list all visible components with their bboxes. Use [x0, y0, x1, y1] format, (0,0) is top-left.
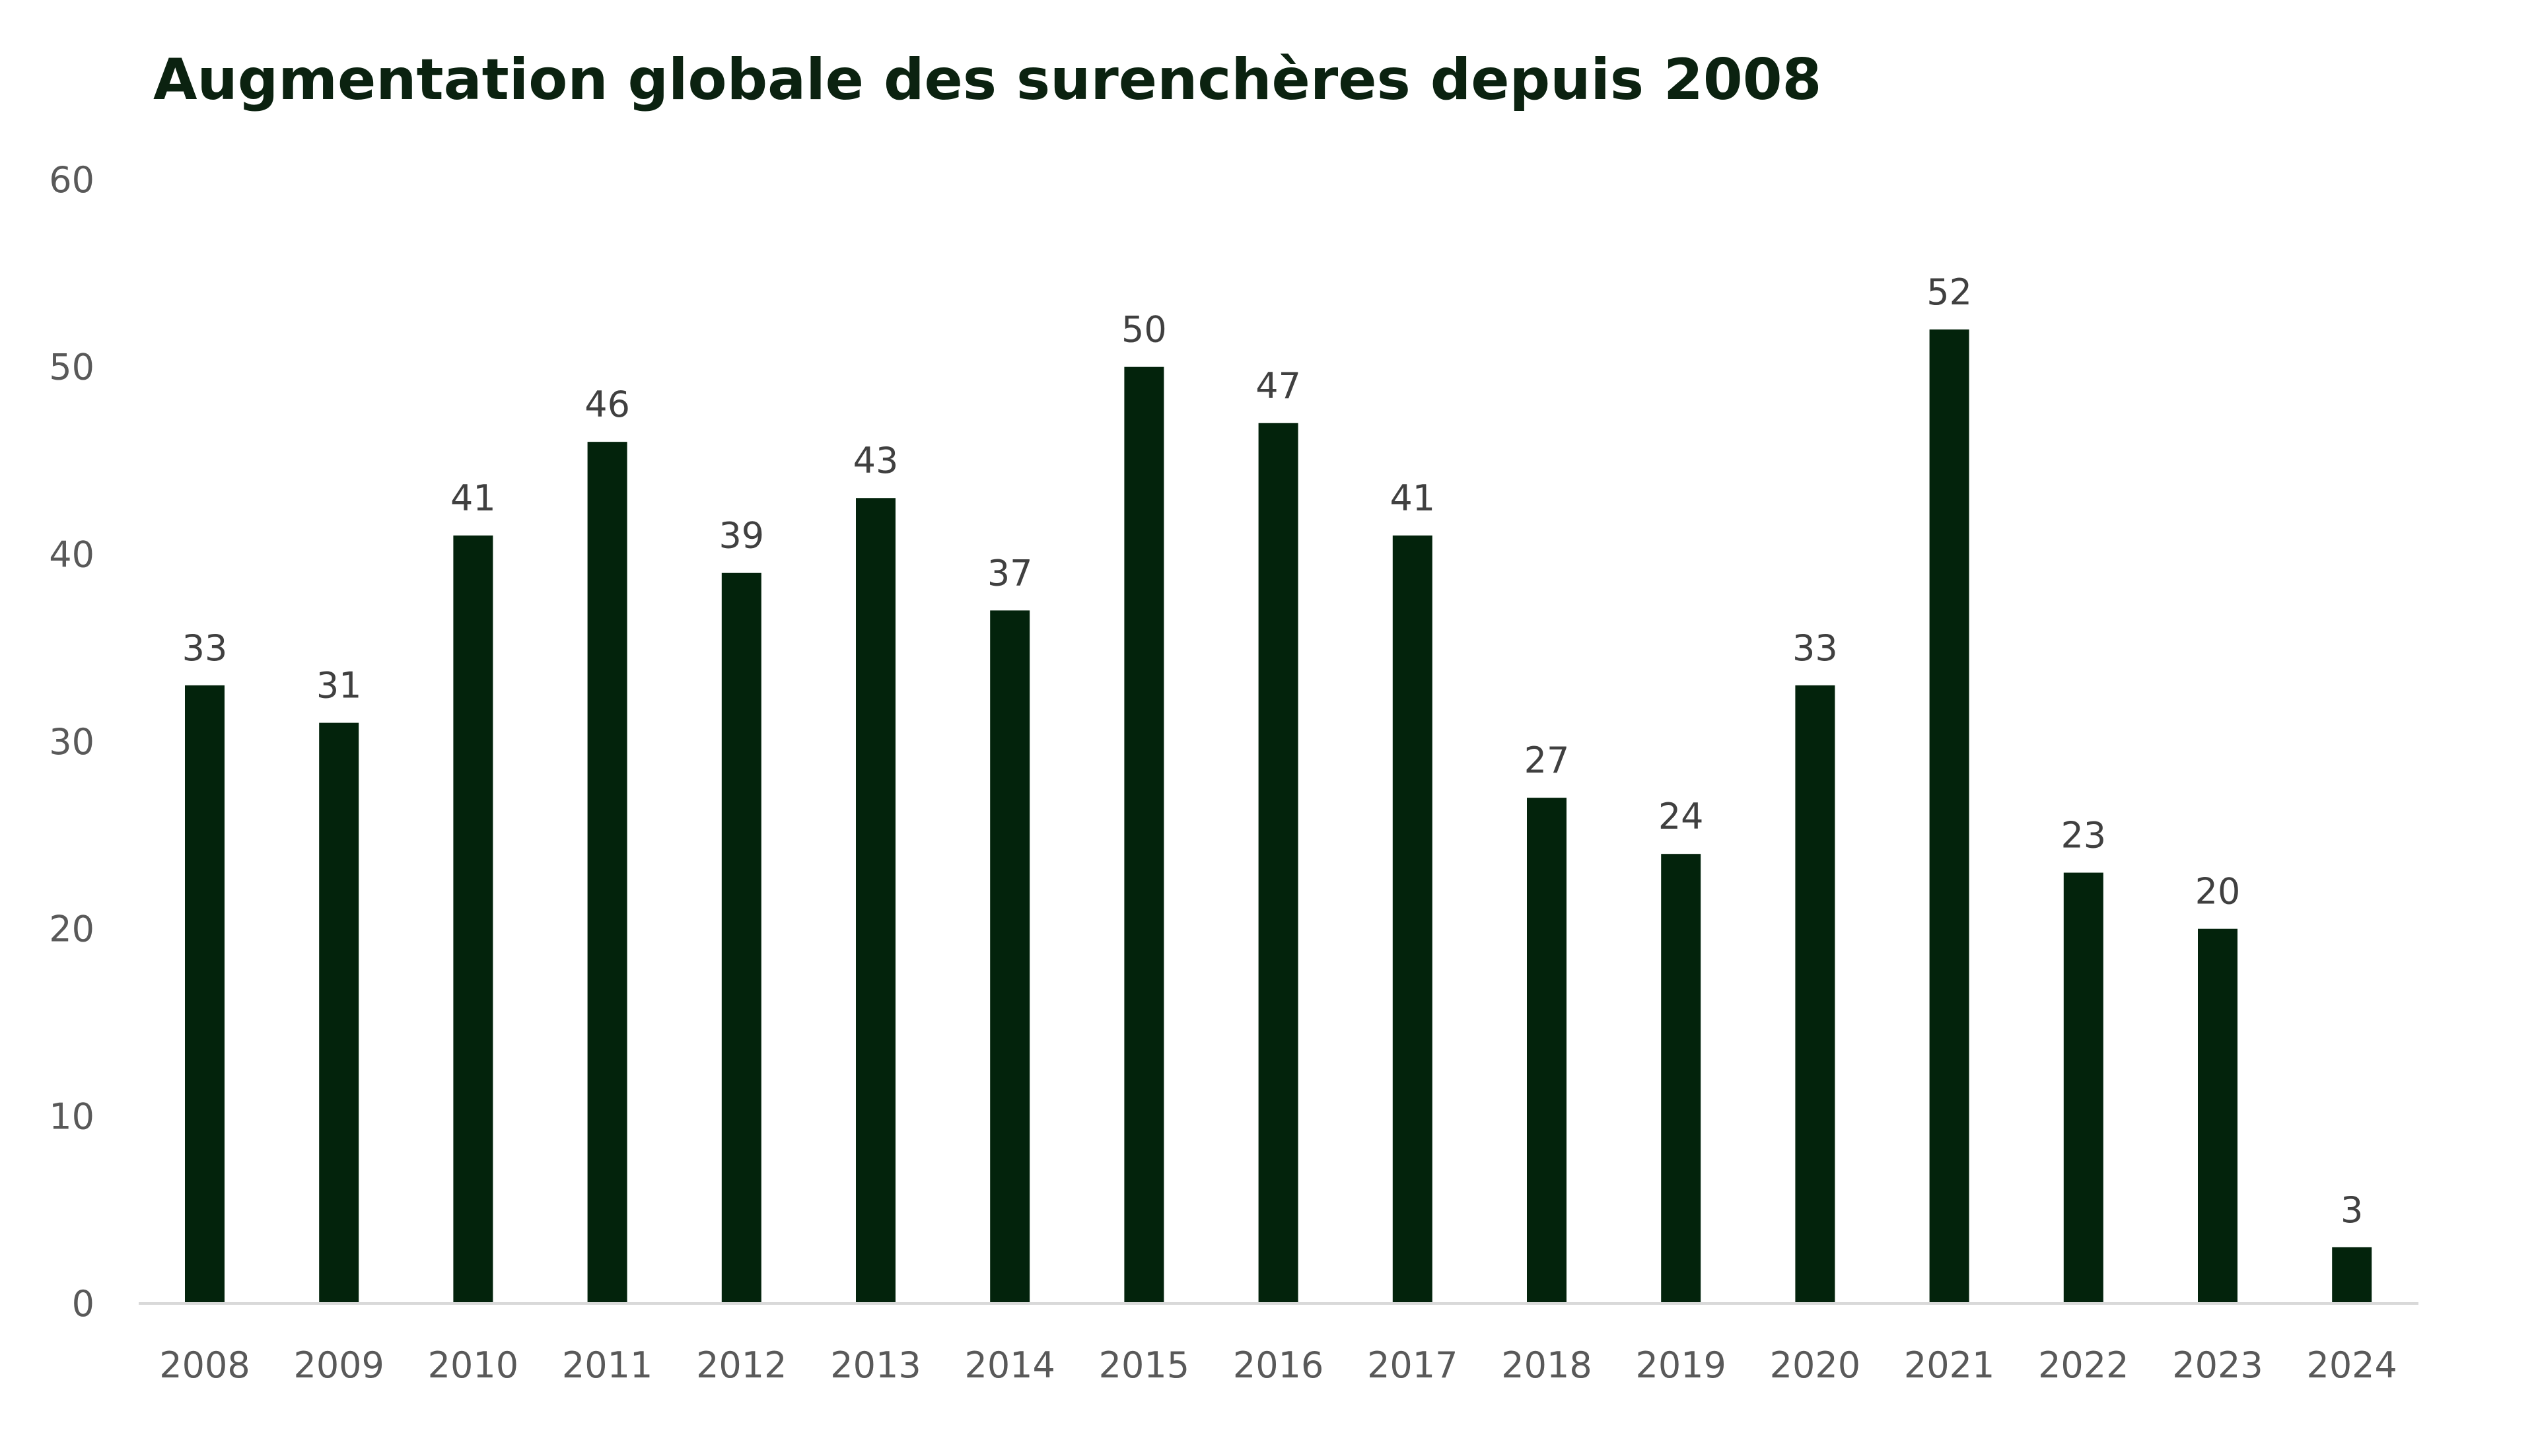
bars: 33 31 41 46 39 43 37 50 47 41 27 24 33 52 23 20 3	[182, 271, 2372, 1304]
data-label: 41	[450, 477, 496, 519]
y-tick-label: 30	[49, 721, 94, 763]
data-label: 31	[316, 665, 362, 707]
x-tick-label: 2020	[1770, 1344, 1860, 1386]
bar-2011	[587, 442, 627, 1304]
bar-2019	[1661, 854, 1701, 1303]
bar-2024	[2332, 1247, 2372, 1303]
chart-title: Augmentation globale des surenchères dep…	[153, 47, 1821, 113]
y-tick-label: 10	[49, 1095, 94, 1137]
y-tick-label: 40	[49, 534, 94, 575]
x-tick-label: 2011	[562, 1344, 652, 1386]
data-label: 24	[1658, 796, 1704, 837]
x-tick-label: 2009	[293, 1344, 384, 1386]
y-tick-label: 0	[72, 1283, 94, 1325]
bar-2012	[721, 572, 761, 1304]
x-tick-label: 2022	[2038, 1344, 2129, 1386]
x-tick-label: 2024	[2306, 1344, 2397, 1386]
x-tick-label: 2014	[964, 1344, 1055, 1386]
bar-2018	[1527, 798, 1567, 1303]
bar-2023	[2198, 928, 2237, 1303]
bar-2015	[1124, 366, 1164, 1303]
data-label: 47	[1255, 365, 1301, 407]
x-tick-label: 2013	[830, 1344, 921, 1386]
y-tick-label: 20	[49, 909, 94, 950]
bar-2010	[453, 535, 493, 1303]
x-axis: 2008 2009 2010 2011 2012 2013 2014 2015 2016 2017…	[159, 1344, 2397, 1386]
data-label: 3	[2341, 1189, 2363, 1231]
data-label: 37	[987, 552, 1033, 594]
y-tick-label: 50	[49, 347, 94, 388]
x-tick-label: 2018	[1501, 1344, 1592, 1386]
x-tick-label: 2023	[2172, 1344, 2263, 1386]
data-label: 27	[1524, 740, 1570, 781]
x-tick-label: 2021	[1904, 1344, 1994, 1386]
x-tick-label: 2010	[428, 1344, 518, 1386]
bar-2013	[856, 498, 896, 1303]
bar-2020	[1795, 685, 1835, 1303]
x-tick-label: 2016	[1233, 1344, 1323, 1386]
x-tick-label: 2008	[159, 1344, 250, 1386]
data-label: 20	[2195, 871, 2241, 913]
x-tick-label: 2017	[1367, 1344, 1458, 1386]
bar-2016	[1258, 423, 1298, 1304]
x-tick-label: 2015	[1099, 1344, 1189, 1386]
data-label: 52	[1926, 271, 1972, 313]
y-tick-label: 60	[49, 159, 94, 201]
bar-2022	[2063, 872, 2103, 1303]
y-axis: 0 10 20 30 40 50 60	[49, 159, 94, 1325]
data-label: 33	[182, 627, 228, 669]
data-label: 50	[1121, 309, 1167, 351]
data-label: 33	[1792, 627, 1838, 669]
bar-2017	[1392, 535, 1432, 1303]
data-label: 43	[853, 440, 899, 481]
bar-2014	[990, 610, 1030, 1303]
data-label: 39	[719, 515, 764, 557]
x-tick-label: 2019	[1635, 1344, 1726, 1386]
data-label: 41	[1390, 477, 1435, 519]
bar-2008	[185, 685, 225, 1303]
bar-2021	[1929, 329, 1969, 1303]
x-tick-label: 2012	[696, 1344, 787, 1386]
bar-2009	[319, 722, 359, 1303]
data-label: 23	[2060, 815, 2106, 856]
data-label: 46	[584, 384, 630, 425]
